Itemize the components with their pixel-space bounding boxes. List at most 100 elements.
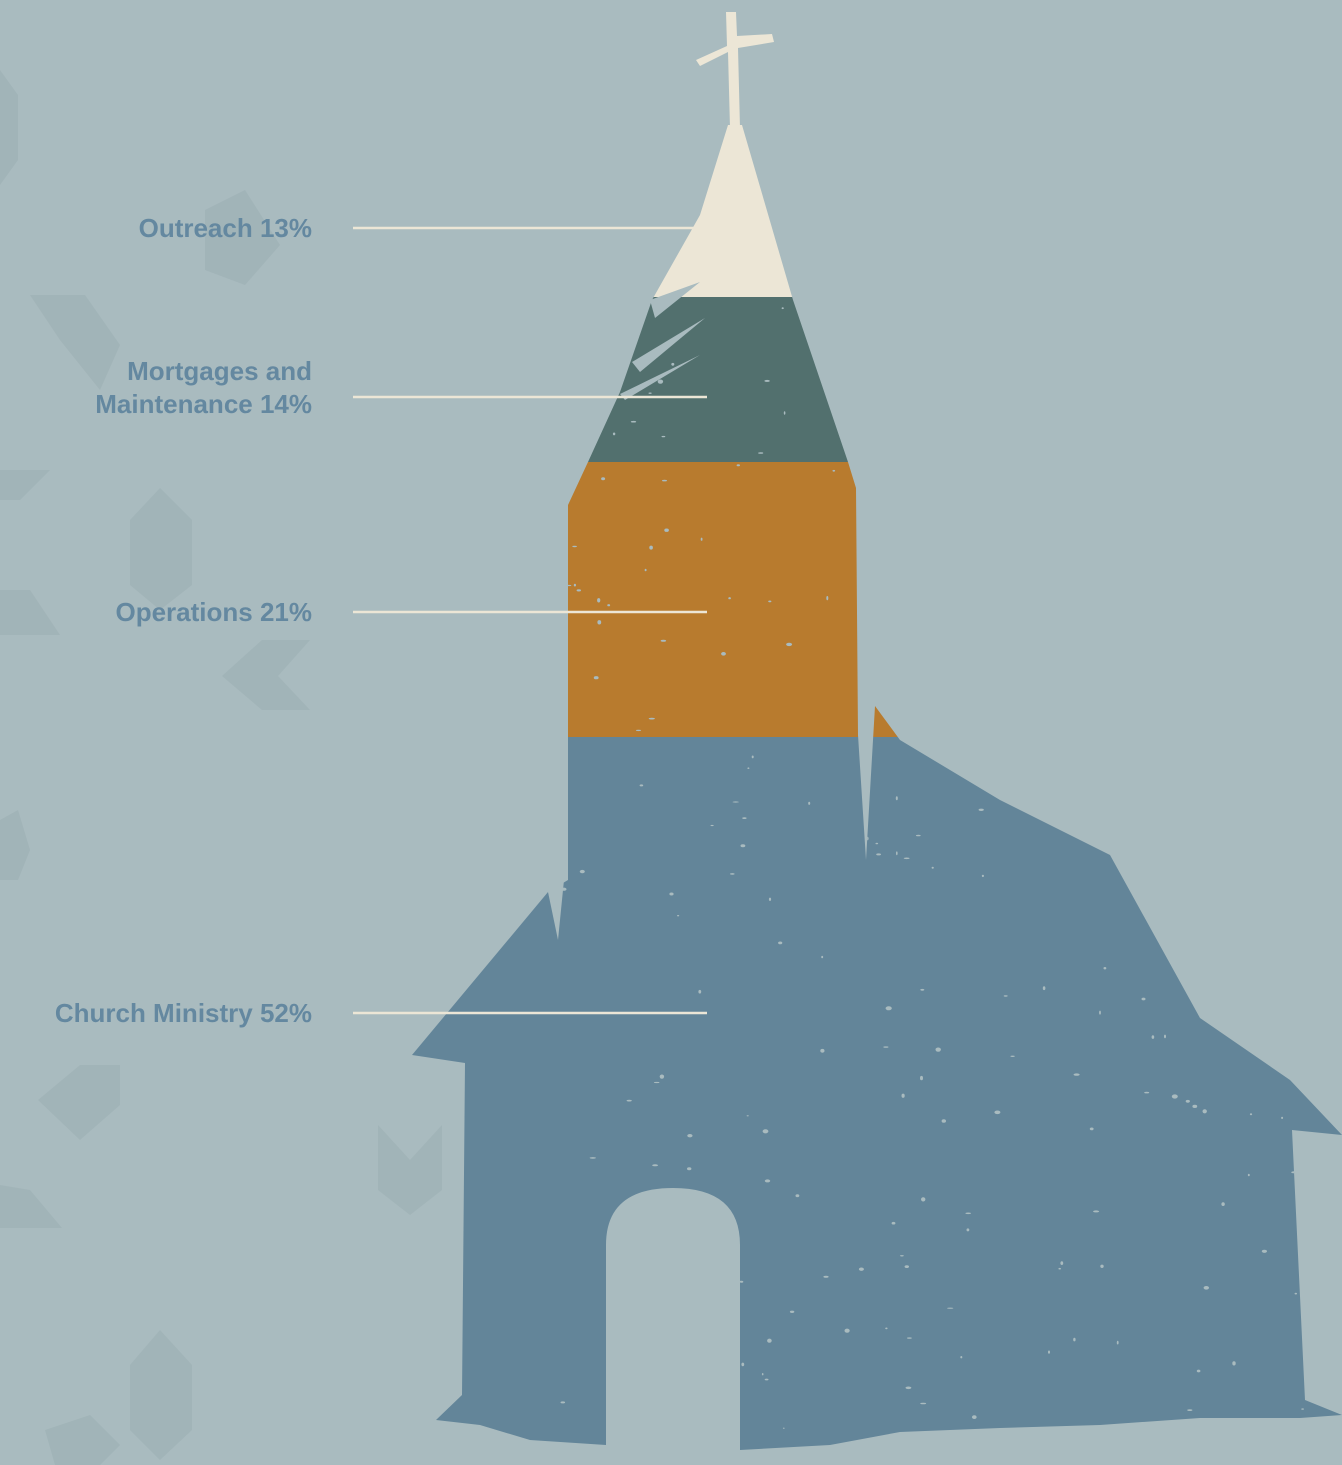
texture-speck	[669, 892, 674, 896]
texture-speck	[728, 597, 731, 600]
texture-speck	[1232, 1361, 1236, 1366]
texture-speck	[1115, 353, 1118, 357]
texture-speck	[653, 1081, 660, 1084]
texture-speck	[929, 672, 934, 677]
texture-speck	[904, 1265, 909, 1268]
texture-speck	[778, 941, 783, 945]
texture-speck	[742, 817, 747, 819]
texture-speck	[576, 589, 581, 592]
texture-speck	[1035, 451, 1042, 456]
texture-speck	[1213, 878, 1217, 880]
texture-speck	[684, 151, 690, 156]
texture-speck	[1164, 1034, 1166, 1039]
texture-speck	[966, 506, 970, 509]
texture-speck	[846, 264, 851, 267]
texture-speck	[1053, 649, 1059, 653]
texture-speck	[1246, 400, 1253, 405]
texture-speck	[1151, 1035, 1155, 1039]
texture-speck	[635, 729, 642, 732]
texture-speck	[1037, 336, 1044, 339]
texture-speck	[1067, 152, 1070, 156]
texture-speck	[832, 469, 836, 472]
texture-speck	[1057, 247, 1062, 249]
texture-speck	[823, 1275, 829, 1278]
texture-speck	[687, 1410, 692, 1413]
label-church-ministry: Church Ministry 52%	[55, 998, 707, 1028]
texture-speck	[659, 1074, 665, 1079]
texture-speck	[907, 1337, 912, 1339]
texture-speck	[900, 1255, 904, 1257]
label-text: Mortgages and	[127, 356, 312, 386]
texture-speck	[741, 1362, 745, 1367]
texture-speck	[573, 583, 577, 587]
texture-speck	[907, 443, 911, 446]
texture-speck	[1304, 739, 1307, 744]
texture-speck	[626, 1099, 632, 1102]
texture-speck	[966, 1228, 970, 1232]
texture-speck	[972, 1415, 977, 1419]
texture-speck	[764, 1179, 771, 1183]
texture-speck	[1261, 1249, 1267, 1253]
texture-speck	[768, 600, 772, 603]
texture-speck	[767, 1338, 772, 1343]
texture-speck	[914, 713, 919, 716]
texture-speck	[1073, 1337, 1076, 1342]
texture-speck	[960, 687, 963, 692]
texture-speck	[762, 1129, 769, 1134]
texture-speck	[1281, 1116, 1284, 1119]
texture-speck	[1249, 1113, 1253, 1116]
texture-speck	[821, 955, 824, 959]
texture-speck	[876, 853, 881, 856]
texture-speck	[1289, 928, 1293, 931]
texture-speck	[648, 392, 652, 394]
texture-speck	[1171, 1094, 1178, 1099]
texture-speck	[1089, 1127, 1094, 1131]
texture-speck	[1256, 940, 1263, 945]
band-operations	[412, 462, 1342, 737]
texture-speck	[1196, 1369, 1201, 1373]
texture-speck	[660, 639, 667, 642]
texture-speck	[783, 1427, 785, 1429]
texture-speck	[1115, 778, 1118, 782]
texture-speck	[795, 1194, 800, 1198]
texture-speck	[860, 496, 865, 498]
texture-speck	[597, 620, 602, 625]
texture-speck	[937, 320, 944, 323]
texture-speck	[816, 283, 821, 285]
texture-speck	[721, 652, 726, 656]
texture-speck	[687, 1134, 693, 1138]
texture-speck	[1099, 1010, 1101, 1015]
texture-speck	[1112, 287, 1118, 291]
texture-speck	[644, 568, 647, 572]
texture-speck	[1116, 777, 1123, 782]
texture-speck	[1297, 514, 1301, 517]
texture-speck	[866, 435, 870, 437]
texture-speck	[987, 383, 994, 386]
texture-speck	[739, 1280, 744, 1283]
texture-speck	[1144, 1091, 1150, 1094]
texture-speck	[1291, 1171, 1298, 1174]
texture-speck	[710, 1347, 716, 1352]
texture-speck	[858, 1267, 864, 1271]
texture-speck	[690, 211, 698, 217]
texture-speck	[981, 874, 985, 878]
texture-speck	[891, 245, 898, 249]
texture-speck	[1235, 1008, 1239, 1012]
texture-speck	[875, 162, 881, 167]
texture-speck	[1159, 180, 1164, 183]
texture-speck	[612, 355, 615, 359]
texture-speck	[1185, 1099, 1190, 1103]
texture-speck	[1093, 1210, 1100, 1213]
texture-speck	[910, 470, 916, 473]
label-text: Operations 21%	[115, 597, 312, 627]
texture-speck	[1208, 795, 1214, 798]
texture-speck	[941, 1119, 946, 1123]
texture-speck	[876, 295, 881, 299]
texture-speck	[1238, 876, 1241, 879]
texture-speck	[1189, 377, 1193, 380]
texture-speck	[938, 716, 945, 721]
texture-speck	[944, 677, 951, 682]
texture-speck	[764, 1378, 769, 1381]
